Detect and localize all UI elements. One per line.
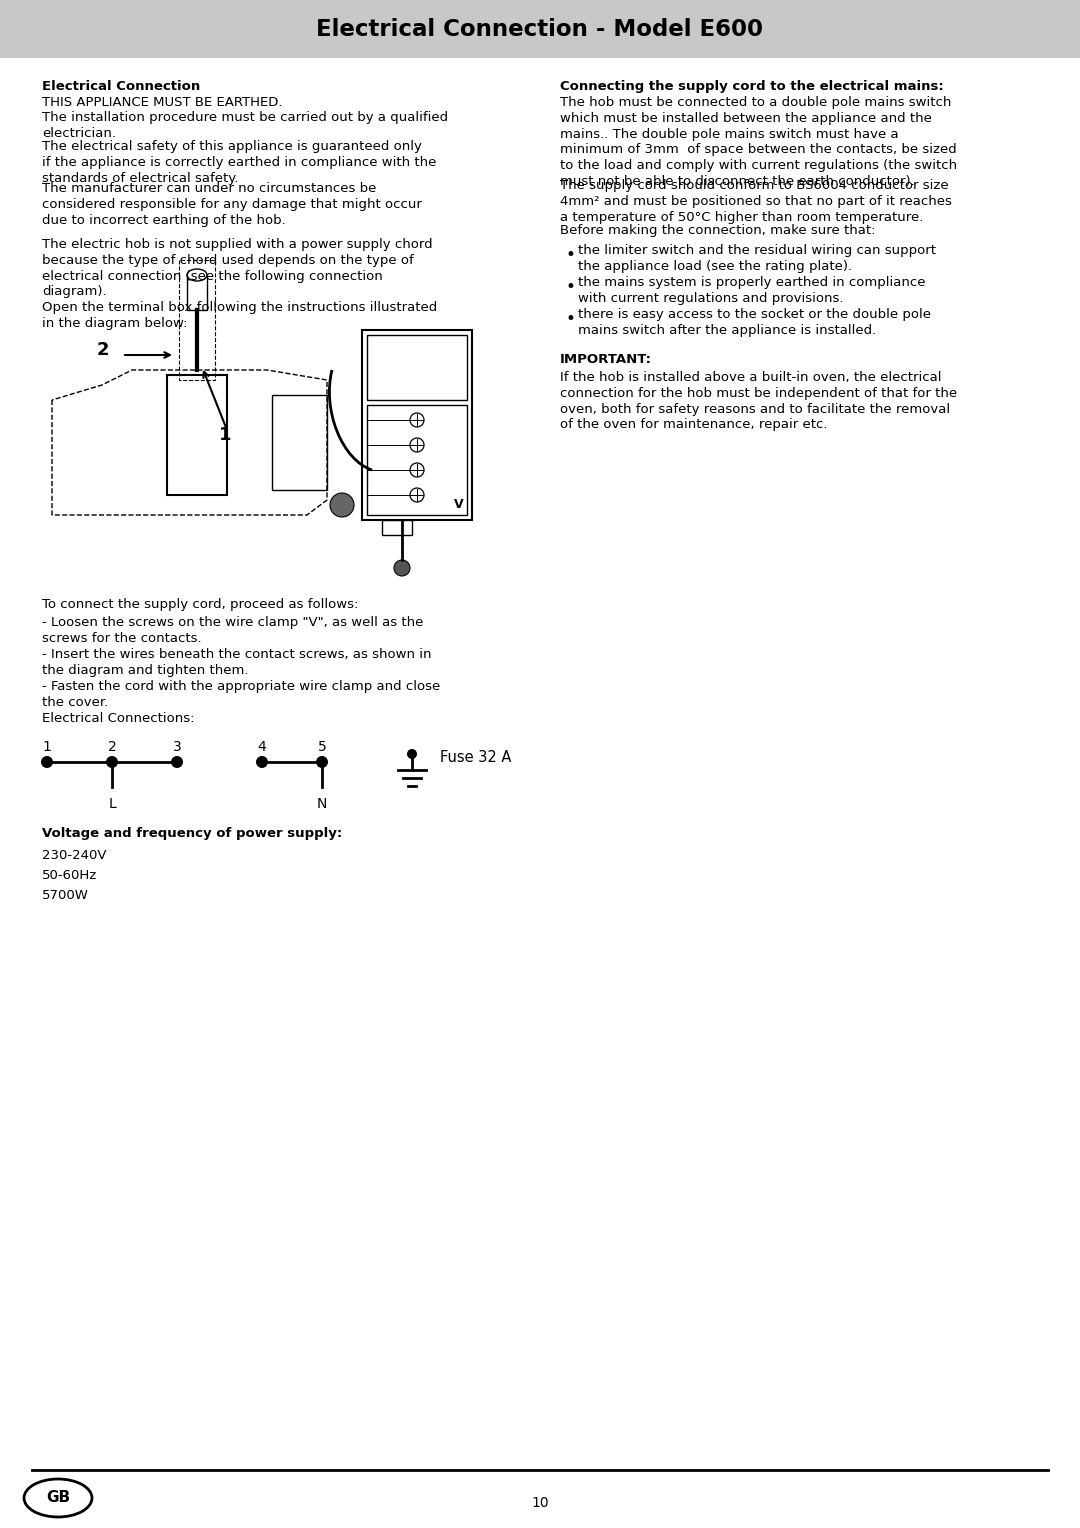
Bar (367, 335, 467, 400)
Text: 5700W: 5700W (42, 889, 89, 902)
Text: 10: 10 (531, 1496, 549, 1510)
Text: Fuse 32 A: Fuse 32 A (440, 750, 511, 764)
Text: Electrical Connections:: Electrical Connections: (42, 712, 194, 724)
Text: •: • (565, 246, 575, 264)
Circle shape (106, 756, 118, 769)
Ellipse shape (187, 269, 207, 281)
Circle shape (330, 494, 354, 516)
Circle shape (256, 756, 268, 769)
Text: N: N (316, 798, 327, 811)
Text: the mains system is properly earthed in compliance
with current regulations and : the mains system is properly earthed in … (578, 277, 926, 304)
Text: Electrical Connection - Model E600: Electrical Connection - Model E600 (316, 17, 764, 41)
Circle shape (394, 559, 410, 576)
Text: The supply cord should conform to BS6004 conductor size
4mm² and must be positio: The supply cord should conform to BS6004… (561, 179, 951, 223)
Text: THIS APPLIANCE MUST BE EARTHED.: THIS APPLIANCE MUST BE EARTHED. (42, 96, 283, 108)
Text: GB: GB (46, 1490, 70, 1505)
Text: Electrical Connection: Electrical Connection (42, 79, 200, 93)
Bar (382, 520, 411, 535)
Text: To connect the supply cord, proceed as follows:: To connect the supply cord, proceed as f… (42, 597, 359, 611)
Text: L: L (108, 798, 116, 811)
Text: IMPORTANT:: IMPORTANT: (561, 353, 652, 367)
Text: - Fasten the cord with the appropriate wire clamp and close
the cover.: - Fasten the cord with the appropriate w… (42, 680, 441, 709)
Text: •: • (565, 278, 575, 296)
Bar (362, 330, 472, 520)
Text: - Insert the wires beneath the contact screws, as shown in
the diagram and tight: - Insert the wires beneath the contact s… (42, 648, 432, 677)
Circle shape (171, 756, 183, 769)
Bar (167, 374, 227, 495)
Text: - Loosen the screws on the wire clamp "V", as well as the
screws for the contact: - Loosen the screws on the wire clamp "V… (42, 616, 423, 645)
Text: V: V (454, 498, 463, 512)
Text: Voltage and frequency of power supply:: Voltage and frequency of power supply: (42, 827, 342, 840)
Text: 3: 3 (173, 740, 181, 753)
Text: The manufacturer can under no circumstances be
considered responsible for any da: The manufacturer can under no circumstan… (42, 182, 422, 226)
Text: 50-60Hz: 50-60Hz (42, 869, 97, 882)
Circle shape (41, 756, 53, 769)
Text: The installation procedure must be carried out by a qualified
electrician.: The installation procedure must be carri… (42, 112, 448, 139)
Text: 1: 1 (219, 426, 231, 445)
Text: If the hob is installed above a built-in oven, the electrical
connection for the: If the hob is installed above a built-in… (561, 371, 957, 431)
Bar (367, 405, 467, 515)
Text: the limiter switch and the residual wiring can support
the appliance load (see t: the limiter switch and the residual wiri… (578, 244, 936, 274)
Text: there is easy access to the socket or the double pole
mains switch after the app: there is easy access to the socket or th… (578, 309, 931, 336)
Text: The electric hob is not supplied with a power supply chord
because the type of c: The electric hob is not supplied with a … (42, 238, 437, 330)
Text: 2: 2 (108, 740, 117, 753)
Text: Connecting the supply cord to the electrical mains:: Connecting the supply cord to the electr… (561, 79, 944, 93)
Text: 1: 1 (42, 740, 52, 753)
Text: 4: 4 (258, 740, 267, 753)
Bar (272, 396, 327, 490)
Bar (187, 275, 207, 310)
Text: 5: 5 (318, 740, 326, 753)
Bar (0, 0, 1080, 58)
Circle shape (316, 756, 328, 769)
Text: The electrical safety of this appliance is guaranteed only
if the appliance is c: The electrical safety of this appliance … (42, 141, 436, 185)
Text: 2: 2 (97, 341, 109, 359)
Circle shape (407, 749, 417, 759)
Text: The hob must be connected to a double pole mains switch
which must be installed : The hob must be connected to a double po… (561, 96, 957, 188)
Text: 230-240V: 230-240V (42, 850, 107, 862)
Text: •: • (565, 310, 575, 329)
Text: Before making the connection, make sure that:: Before making the connection, make sure … (561, 225, 876, 237)
